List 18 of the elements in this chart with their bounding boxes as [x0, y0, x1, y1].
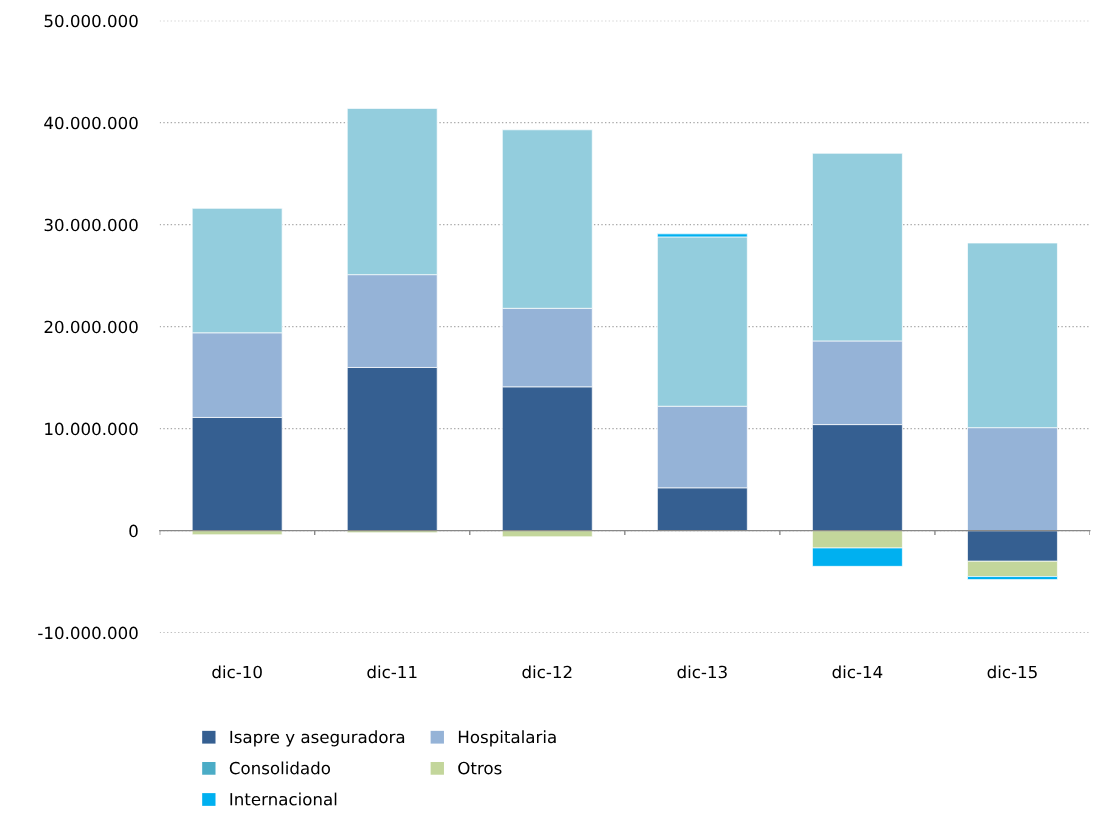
legend-label: Otros [458, 761, 502, 775]
y-tick-label: -10.000.000 [38, 626, 138, 640]
legend-label: Internacional [230, 792, 337, 806]
x-tick-label: dic-10 [212, 665, 262, 679]
legend-label: Hospitalaria [458, 730, 556, 747]
legend-label: Consolidado [229, 761, 331, 775]
x-tick-label: dic-13 [677, 665, 727, 679]
y-tick-label: 0 [129, 524, 138, 538]
legend-label: Isapre y aseguradora [230, 730, 405, 747]
x-tick-label: dic-15 [987, 665, 1037, 679]
x-tick-label: dic-11 [367, 665, 417, 679]
y-tick-label: 20.000.000 [44, 320, 138, 334]
y-tick-label: 40.000.000 [44, 116, 138, 130]
x-tick-label: dic-14 [832, 665, 883, 679]
y-tick-label: 50.000.000 [44, 14, 138, 28]
x-tick-label: dic-12 [522, 665, 572, 679]
y-tick-label: 10.000.000 [45, 422, 138, 436]
y-tick-label: 30.000.000 [44, 218, 138, 232]
